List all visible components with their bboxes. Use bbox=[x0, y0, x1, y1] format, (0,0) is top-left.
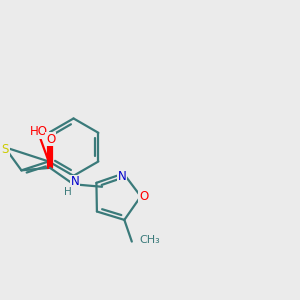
Text: S: S bbox=[1, 143, 8, 156]
Text: H: H bbox=[64, 187, 72, 197]
Text: N: N bbox=[70, 176, 79, 188]
Text: CH₃: CH₃ bbox=[139, 235, 160, 245]
Text: HO: HO bbox=[30, 125, 48, 138]
Text: O: O bbox=[46, 133, 55, 146]
Text: O: O bbox=[139, 190, 148, 203]
Text: N: N bbox=[118, 170, 127, 183]
